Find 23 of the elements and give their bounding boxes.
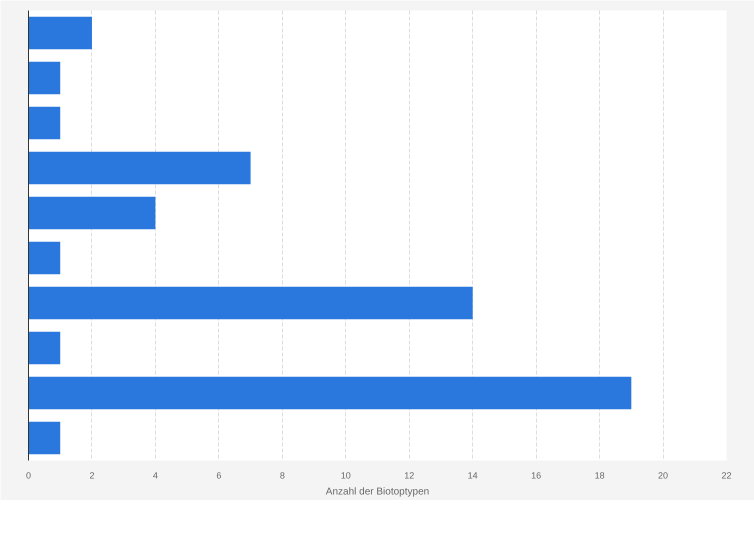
bar	[28, 16, 92, 50]
bar	[28, 422, 60, 454]
x-tick-label: 8	[280, 470, 285, 480]
bar	[28, 152, 251, 184]
x-tick-label: 0	[26, 470, 32, 480]
x-tick-label: 20	[658, 470, 668, 480]
x-tick-label: 12	[404, 470, 414, 480]
x-tick-label: 16	[531, 470, 542, 480]
x-tick-label: 4	[152, 470, 158, 480]
x-tick-label: 22	[721, 470, 732, 480]
bar	[28, 376, 632, 410]
bar	[28, 332, 60, 364]
bar	[28, 286, 473, 320]
x-tick-label: 18	[594, 470, 605, 480]
bar	[28, 196, 156, 230]
x-tick-label: 6	[216, 470, 222, 480]
x-tick-label: 2	[89, 470, 94, 480]
x-tick-label: 14	[468, 470, 478, 480]
bar	[28, 62, 60, 94]
x-axis-title: Anzahl der Biotoptypen	[326, 486, 430, 498]
bar	[28, 106, 60, 140]
x-tick-label: 10	[340, 470, 351, 480]
bar	[28, 242, 60, 274]
